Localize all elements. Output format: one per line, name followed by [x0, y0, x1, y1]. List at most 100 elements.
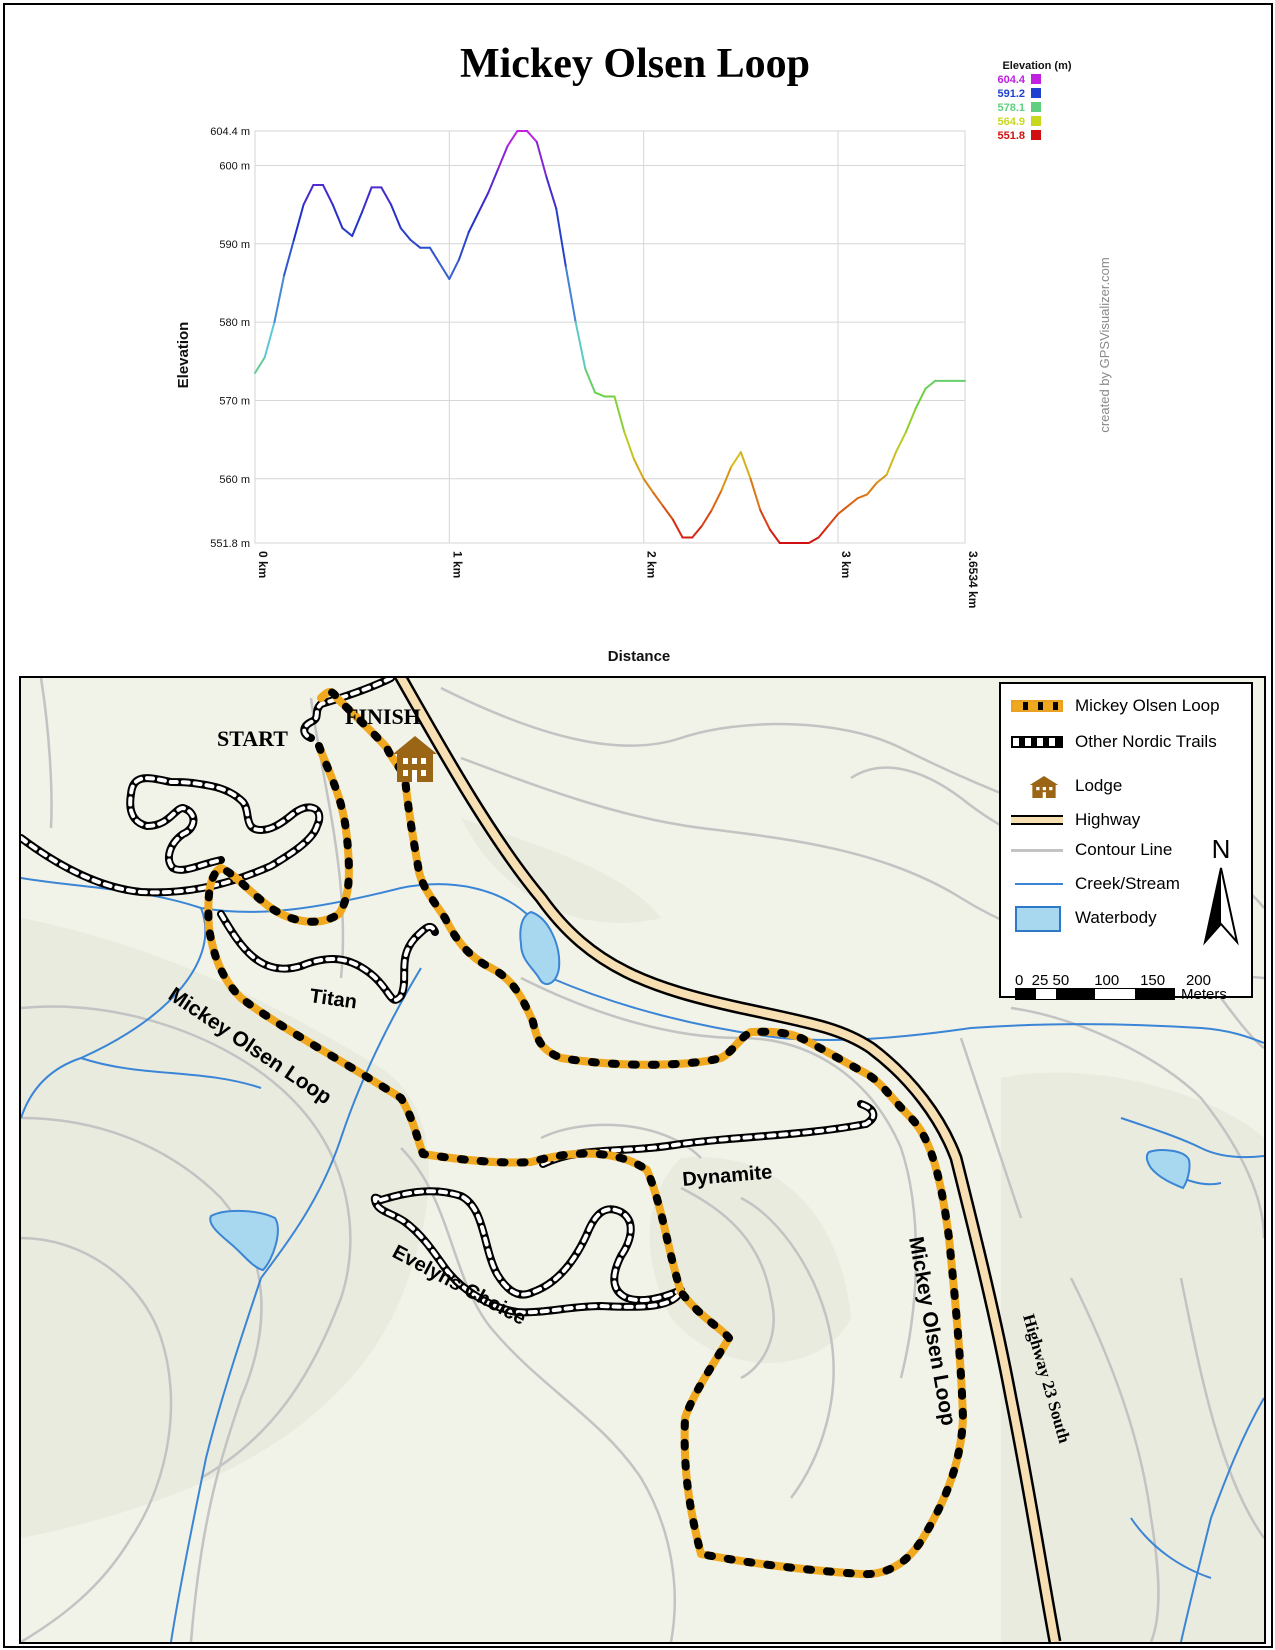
- elevation-segment: [545, 176, 558, 210]
- waterbody-swatch: [1015, 906, 1061, 932]
- map-legend: Mickey Olsen Loop Other Nordic Trails: [999, 682, 1253, 1003]
- north-label: N: [1212, 834, 1231, 864]
- elevation-segment: [458, 231, 470, 261]
- legend-row-highway: Highway: [1009, 808, 1140, 832]
- x-tick-label: 3 km: [839, 551, 853, 578]
- legend-highway-label: Highway: [1075, 810, 1141, 829]
- elevation-segment: [623, 430, 635, 461]
- legend-trails-label: Other Nordic Trails: [1075, 732, 1217, 751]
- contour-swatch: [1011, 849, 1063, 852]
- elevation-legend-swatch: [1031, 74, 1041, 84]
- y-tick-label: 580 m: [219, 317, 250, 329]
- elevation-segment: [866, 481, 878, 496]
- elevation-segment: [322, 184, 334, 206]
- elevation-segment: [555, 207, 567, 269]
- y-tick-label: 590 m: [219, 239, 250, 251]
- page-frame: Mickey Olsen Loop 604.4 m 600 m 590 m 580 m…: [3, 3, 1273, 1648]
- legend-row-creek: Creek/Stream: [1009, 872, 1180, 896]
- elevation-segment: [574, 321, 587, 371]
- x-tick-label: 1 km: [450, 551, 464, 578]
- x-axis-ticks: 0 km 1 km 2 km 3 km 3.6534 km: [256, 551, 980, 608]
- elevation-segment: [720, 466, 733, 492]
- elevation-segment: [351, 211, 363, 237]
- highway: [393, 678, 1062, 1642]
- legend-lodge-label: Lodge: [1075, 776, 1123, 795]
- y-tick-label: 570 m: [219, 395, 250, 407]
- elevation-segment: [739, 451, 752, 480]
- legend-row-lodge: Lodge: [1009, 774, 1122, 798]
- start-label: START: [217, 726, 288, 751]
- elevation-segment: [302, 184, 315, 206]
- x-tick-label: 2 km: [645, 551, 659, 578]
- creeks: [21, 877, 1264, 1642]
- trail-map: START FINISH Titan Mickey Olsen Loop Dyn…: [19, 676, 1266, 1644]
- elevation-segment: [837, 505, 849, 516]
- elevation-segment: [380, 186, 393, 206]
- highway-swatch: [1011, 815, 1063, 825]
- titan-label: Titan: [308, 985, 358, 1013]
- legend-creek-label: Creek/Stream: [1075, 874, 1180, 893]
- elevation-segment: [535, 140, 548, 179]
- y-tick-label: 560 m: [219, 474, 250, 486]
- elevation-legend: 604.4 591.2 578.1 564.9 551.8: [997, 74, 1041, 142]
- elevation-legend-swatch: [1031, 88, 1041, 98]
- legend-water-label: Waterbody: [1075, 908, 1157, 927]
- y-tick-label: 600 m: [219, 160, 250, 172]
- finish-label: FINISH: [345, 704, 421, 729]
- elevation-segment: [885, 450, 898, 476]
- elevation-segment: [710, 489, 723, 512]
- y-tick-label: 551.8 m: [210, 538, 250, 550]
- legend-contour-label: Contour Line: [1075, 840, 1173, 859]
- elevation-legend-value: 564.9: [997, 116, 1025, 128]
- elevation-segment: [759, 509, 771, 531]
- waterbodies: [209, 910, 1191, 1272]
- elevation-segment: [564, 266, 577, 324]
- elevation-legend-value: 551.8: [997, 130, 1025, 142]
- elevation-segment: [856, 493, 869, 500]
- elevation-segment: [914, 387, 927, 410]
- elevation-segment: [691, 524, 703, 539]
- elevation-segment: [477, 191, 490, 214]
- elevation-segment: [292, 203, 305, 241]
- legend-row-contour: Contour Line: [1009, 838, 1172, 862]
- elevation-segment: [467, 211, 480, 234]
- elevation-segment: [846, 497, 859, 508]
- elevation-segment: [341, 227, 354, 237]
- y-tick-label: 604.4 m: [210, 126, 250, 138]
- elevation-segment: [526, 130, 538, 143]
- elevation-segment: [487, 168, 499, 194]
- elevation-legend-value: 578.1: [997, 102, 1025, 114]
- elevation-segment: [662, 505, 674, 521]
- elevation-segment: [700, 509, 713, 527]
- elevation-legend-swatch: [1031, 130, 1041, 140]
- lodge-icon: [1029, 776, 1059, 798]
- elevation-segment: [254, 356, 266, 375]
- elevation-legend-swatch: [1031, 116, 1041, 126]
- elevation-segment: [924, 379, 937, 390]
- loop-swatch: [1011, 700, 1063, 712]
- creek-swatch: [1015, 883, 1063, 885]
- elevation-segment: [409, 238, 422, 249]
- elevation-segment: [671, 518, 684, 539]
- lodge-icon: [393, 736, 437, 782]
- elevation-segment: [730, 451, 742, 469]
- elevation-segment: [817, 524, 830, 539]
- map-canvas: START FINISH Titan Mickey Olsen Loop Dyn…: [21, 678, 1264, 1642]
- north-arrow-icon: N: [1203, 834, 1239, 946]
- elevation-segment: [749, 477, 762, 512]
- elevation-segment: [283, 238, 295, 277]
- profile-title: Mickey Olsen Loop: [460, 41, 810, 87]
- scale-unit: Meters: [1181, 986, 1227, 1003]
- elevation-segment: [390, 203, 402, 230]
- plot-area: [254, 130, 966, 544]
- elevation-segment: [768, 528, 781, 544]
- elevation-segment: [875, 473, 888, 484]
- scale-labels: 0 25 50 100 150 200: [1015, 972, 1211, 989]
- elevation-segment: [642, 477, 655, 494]
- elevation-segment: [827, 513, 840, 527]
- legend-row-loop: Mickey Olsen Loop: [1009, 694, 1220, 718]
- elevation-segment: [652, 491, 665, 508]
- elevation-legend-title: Elevation (m): [1002, 60, 1071, 72]
- elevation-segment: [360, 186, 373, 214]
- elevation-profile-chart: Mickey Olsen Loop 604.4 m 600 m 590 m 580 m…: [175, 41, 1112, 665]
